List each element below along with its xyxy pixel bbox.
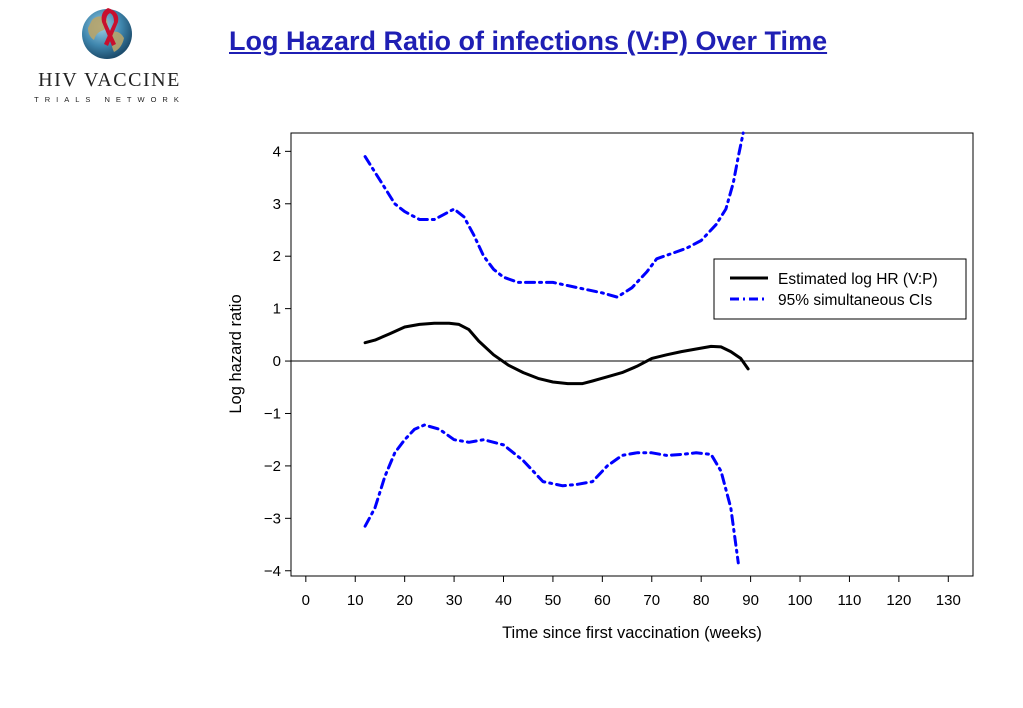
page-title: Log Hazard Ratio of infections (V:P) Ove…: [229, 26, 828, 56]
y-tick-label: −1: [264, 405, 281, 422]
legend-label-estimated: Estimated log HR (V:P): [778, 271, 938, 288]
x-tick-label: 50: [545, 592, 562, 609]
logo-name: HIV VACCINE: [38, 69, 181, 91]
legend-label-ci: 95% simultaneous CIs: [778, 292, 932, 309]
x-tick-label: 80: [693, 592, 710, 609]
x-tick-label: 110: [837, 592, 861, 609]
plot-frame: [290, 132, 974, 577]
x-tick-label: 90: [742, 592, 759, 609]
x-tick-label: 120: [886, 592, 911, 609]
y-axis: −4 −3 −2 −1 0 1 2 3 4: [264, 143, 291, 580]
estimated-log-hr-line: [363, 321, 750, 386]
y-tick-label: 0: [273, 353, 281, 370]
globe-ribbon-icon: [82, 8, 132, 59]
y-tick-label: −2: [264, 458, 281, 475]
legend: Estimated log HR (V:P) 95% simultaneous …: [713, 258, 967, 320]
legend-box: [713, 258, 967, 320]
y-tick-label: 1: [273, 301, 281, 318]
y-tick-label: −3: [264, 510, 281, 527]
y-tick-label: 4: [273, 143, 281, 160]
x-tick-label: 40: [495, 592, 512, 609]
x-axis-label: Time since first vaccination (weeks): [502, 624, 762, 642]
x-tick-label: 0: [302, 592, 310, 609]
x-tick-label: 100: [788, 592, 813, 609]
x-tick-label: 130: [936, 592, 961, 609]
y-tick-label: 2: [273, 248, 281, 265]
y-tick-label: −4: [264, 563, 281, 580]
ci-lower-line: [363, 423, 740, 565]
y-tick-label: 3: [273, 196, 281, 213]
x-tick-label: 10: [347, 592, 364, 609]
x-tick-label: 70: [643, 592, 660, 609]
x-tick-label: 30: [446, 592, 463, 609]
x-tick-label: 20: [396, 592, 413, 609]
x-axis: 0 10 20 30 40 50 60 70 80 90 100 110 120 130: [302, 576, 961, 609]
x-tick-label: 60: [594, 592, 611, 609]
y-axis-label: Log hazard ratio: [227, 294, 245, 413]
ci-upper-line: [363, 131, 745, 299]
hvtn-logo: HIV VACCINE TRIALS NETWORK: [22, 2, 197, 112]
series-group: [363, 131, 750, 565]
logo-subtitle: TRIALS NETWORK: [34, 95, 185, 104]
